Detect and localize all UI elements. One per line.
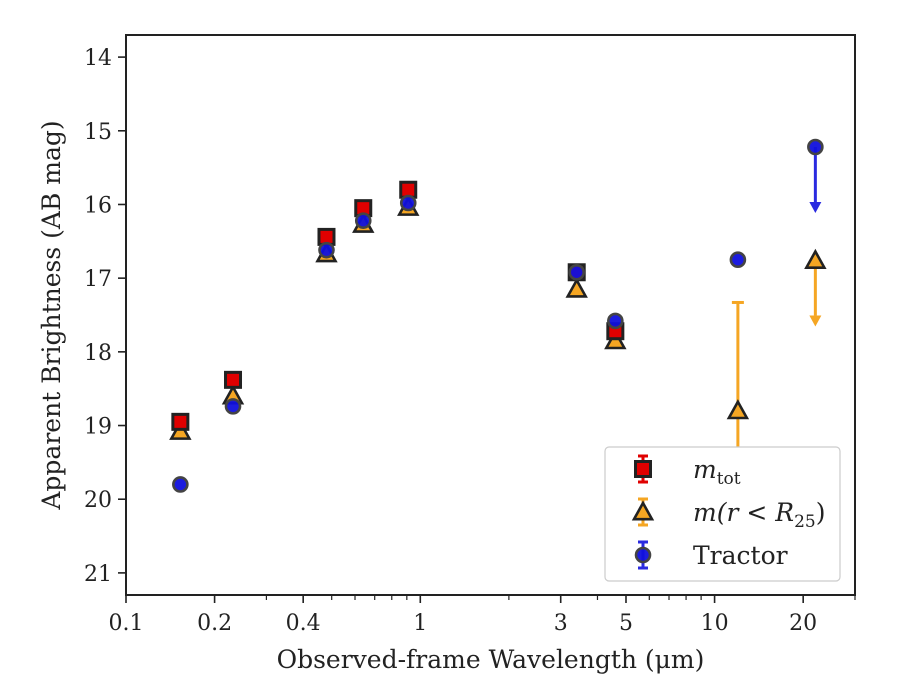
y-tick-label: 18: [84, 341, 112, 366]
upper-limit-head: [809, 315, 822, 327]
x-tick-label: 20: [789, 611, 817, 636]
legend-label-subscript: tot: [717, 469, 741, 489]
data-point-tractor: [172, 476, 189, 493]
plot-frame: [125, 34, 856, 596]
legend: mtot m(r < R25) Tractor: [604, 446, 841, 582]
y-axis-label: Apparent Brightness (AB mag): [37, 120, 66, 510]
data-point-tractor: [354, 212, 372, 229]
data-point-tractor: [607, 312, 624, 330]
upper-limit-head: [809, 202, 822, 213]
x-tick-label: 5: [619, 611, 633, 636]
legend-box: [604, 446, 841, 582]
y-tick-label: 15: [84, 120, 112, 145]
legend-marker: [631, 500, 655, 521]
x-axis-label: Observed-frame Wavelength (μm): [277, 645, 705, 674]
legend-entry-tractor: Tractor: [634, 540, 788, 570]
x-tick-label: 0.2: [197, 611, 232, 636]
y-tick-label: 17: [84, 267, 112, 292]
data-point-tractor: [224, 398, 242, 415]
legend-entry-mr25: m(r < R25): [631, 497, 825, 532]
legend-marker: [634, 460, 652, 478]
legend-label: Tractor: [693, 541, 788, 570]
series-tractor: [172, 138, 824, 493]
data-point-mr25: [726, 399, 750, 420]
upper-limit-arrow: [809, 147, 822, 213]
data-point-mr25: [804, 248, 827, 269]
data-point-tractor: [568, 263, 586, 281]
data-marks: [169, 138, 827, 521]
y-tick-label: 21: [84, 562, 112, 587]
y-axis: 14 15 16 17 18 19 20 21: [84, 46, 126, 587]
legend-label: m(r < R25): [693, 498, 825, 532]
y-tick-label: 14: [84, 46, 112, 71]
y-tick-label: 20: [84, 488, 112, 513]
x-tick-label: 1: [413, 611, 427, 636]
data-point-mtot: [171, 412, 190, 431]
y-tick-label: 16: [84, 193, 112, 218]
data-point-tractor: [729, 251, 747, 269]
x-tick-label: 3: [554, 611, 568, 636]
legend-label-base: m(r < R: [693, 498, 794, 527]
legend-label-tail: ): [816, 498, 826, 527]
y-tick-label: 19: [84, 415, 112, 440]
legend-entry-mtot: mtot: [634, 454, 741, 489]
legend-marker: [634, 546, 652, 564]
x-axis: 0.1 0.2 0.4 1 3 5 10 20: [109, 595, 856, 636]
data-point-tractor: [399, 194, 417, 212]
x-tick-label: 0.1: [109, 611, 144, 636]
legend-label: mtot: [693, 455, 741, 489]
data-point-mr25: [565, 277, 588, 298]
data-point-tractor: [807, 138, 824, 156]
upper-limit-arrow: [809, 260, 822, 327]
legend-label-base: m: [693, 455, 717, 484]
legend-label-subscript: 25: [794, 512, 816, 532]
data-point-tractor: [318, 241, 335, 259]
x-tick-label: 0.4: [286, 611, 321, 636]
legend-label-base: Tractor: [693, 541, 788, 570]
x-tick-label: 10: [701, 611, 729, 636]
data-point-mtot: [224, 370, 243, 389]
